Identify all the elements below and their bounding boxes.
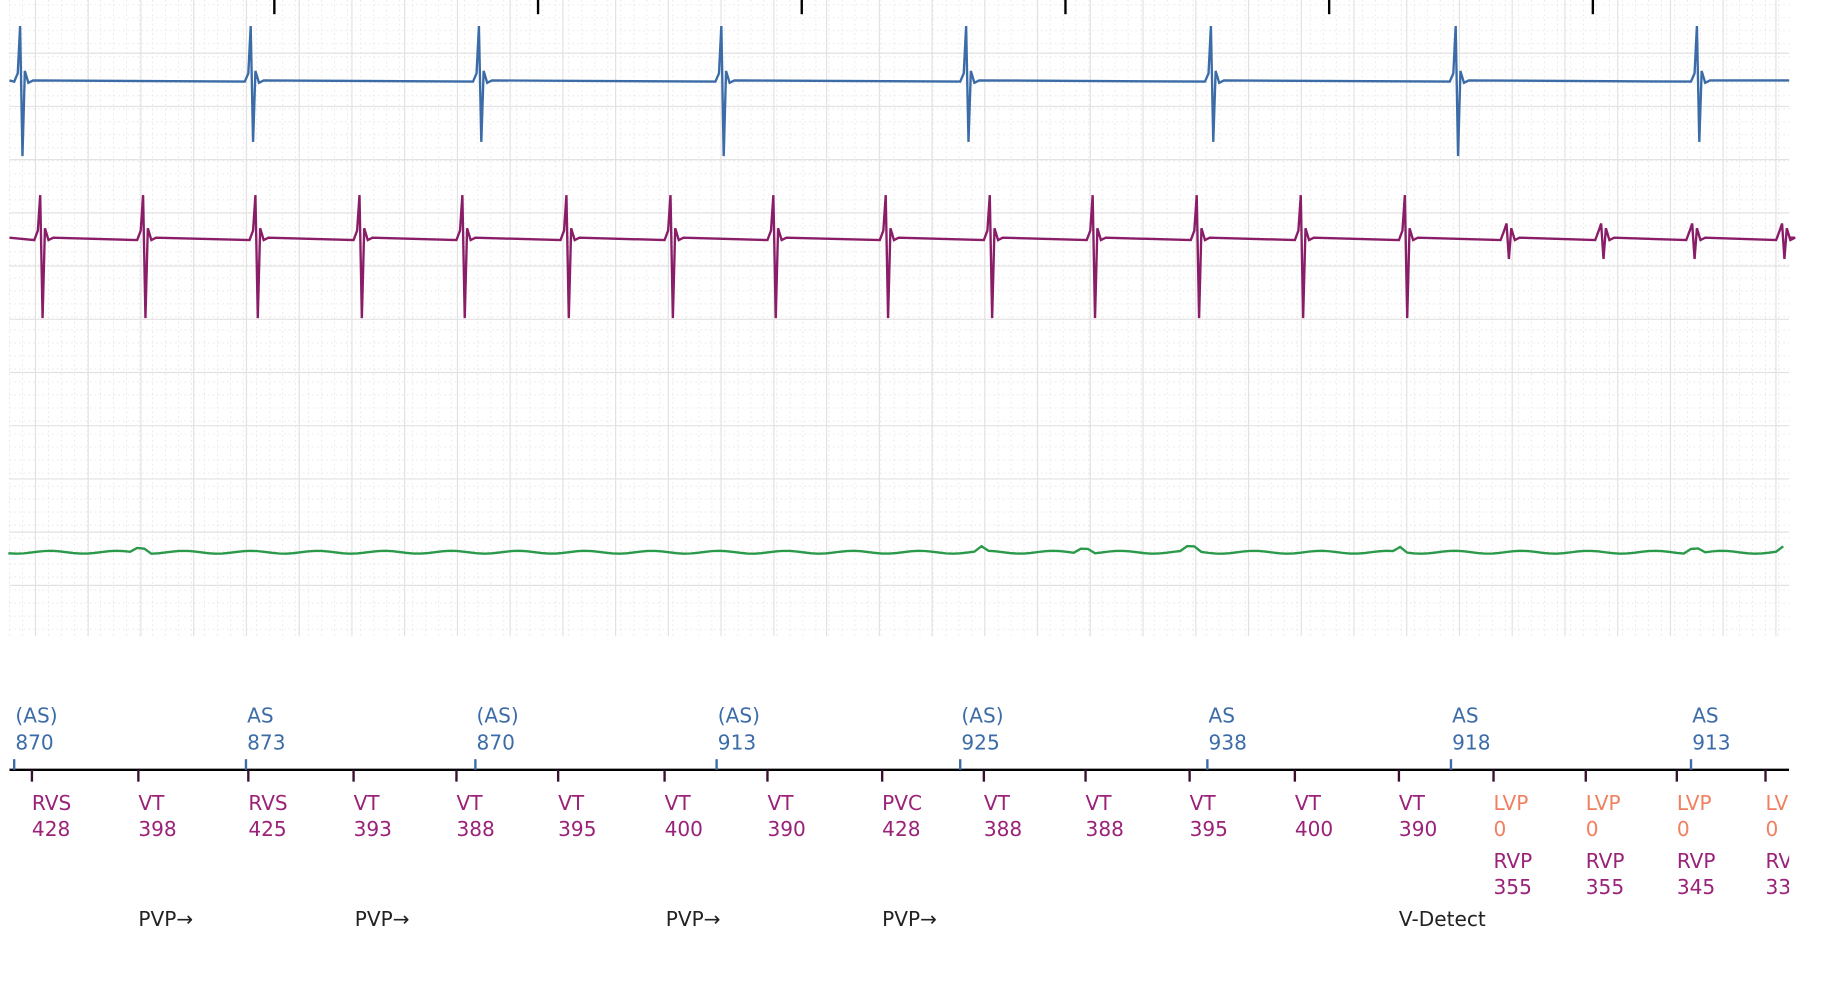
ventricular-interval: 425 xyxy=(248,817,286,841)
atrial-interval: 870 xyxy=(477,731,515,755)
ventricular-interval: 398 xyxy=(138,817,176,841)
ventricular-label: RVS xyxy=(248,791,287,815)
grid xyxy=(9,0,1790,637)
atrial-interval: 913 xyxy=(1692,731,1730,755)
annotation: PVP→ xyxy=(882,907,937,931)
annotation: PVP→ xyxy=(138,907,193,931)
marker-channel: (AS) 870 AS 873 (AS) 870 (AS) 913 (AS) 925 AS 938 AS… xyxy=(9,704,1805,931)
ventricular-interval: 428 xyxy=(882,817,920,841)
ventricular-interval: 33 xyxy=(1766,875,1792,899)
ventricular-interval: 390 xyxy=(1399,817,1437,841)
ventricular-interval: 388 xyxy=(984,817,1022,841)
atrial-interval: 938 xyxy=(1209,731,1247,755)
ventricular-interval: 393 xyxy=(354,817,392,841)
ventricular-interval: 390 xyxy=(767,817,805,841)
ventricular-interval: 428 xyxy=(32,817,70,841)
ventricular-label: VT xyxy=(984,791,1011,815)
ventricular-label: LVP xyxy=(1766,791,1801,815)
annotation: V-Detect xyxy=(1399,907,1486,931)
atrial-label: (AS) xyxy=(477,704,519,728)
ventricular-label: RVP xyxy=(1494,849,1533,873)
atrial-label: AS xyxy=(247,704,274,728)
ventricular-interval: 0 xyxy=(1586,817,1599,841)
ventricular-label: VT xyxy=(138,791,165,815)
ventricular-label: VT xyxy=(354,791,381,815)
ventricular-label: LVP xyxy=(1677,791,1712,815)
ventricular-label: VT xyxy=(1399,791,1426,815)
ventricular-interval: 355 xyxy=(1494,875,1532,899)
ventricular-label: VT xyxy=(1190,791,1217,815)
ventricular-interval: 388 xyxy=(456,817,494,841)
ventricular-label: VT xyxy=(665,791,692,815)
atrial-interval: 913 xyxy=(718,731,756,755)
atrial-interval: 918 xyxy=(1452,731,1490,755)
ventricular-interval: 0 xyxy=(1766,817,1779,841)
ventricular-label: VT xyxy=(456,791,483,815)
atrial-label: (AS) xyxy=(718,704,760,728)
ventricular-label: VT xyxy=(558,791,585,815)
ventricular-interval: 395 xyxy=(1190,817,1228,841)
ventricular-interval: 400 xyxy=(665,817,703,841)
atrial-interval: 873 xyxy=(247,731,285,755)
ventricular-interval: 355 xyxy=(1586,875,1624,899)
atrial-interval: 870 xyxy=(15,731,53,755)
annotation: PVP→ xyxy=(355,907,410,931)
ventricular-interval: 388 xyxy=(1086,817,1124,841)
ventricular-label: PVC xyxy=(882,791,922,815)
atrial-label: AS xyxy=(1452,704,1479,728)
ventricular-interval: 0 xyxy=(1677,817,1690,841)
surface-ecg xyxy=(8,544,1784,555)
ventricular-label: RVS xyxy=(32,791,71,815)
ventricular-interval: 400 xyxy=(1295,817,1333,841)
atrial-egm xyxy=(9,25,1790,157)
ventricular-label: VT xyxy=(1295,791,1322,815)
atrial-label: (AS) xyxy=(961,704,1003,728)
traces xyxy=(8,25,1796,555)
annotation: PVP→ xyxy=(666,907,721,931)
ventricular-label: RVP xyxy=(1766,849,1805,873)
atrial-label: AS xyxy=(1692,704,1719,728)
ventricular-interval: 395 xyxy=(558,817,596,841)
atrial-label: AS xyxy=(1209,704,1236,728)
ventricular-interval: 0 xyxy=(1494,817,1507,841)
atrial-label: (AS) xyxy=(15,704,57,728)
atrial-interval: 925 xyxy=(961,731,999,755)
ventricular-label: RVP xyxy=(1677,849,1716,873)
ventricular-egm xyxy=(9,195,1796,319)
ventricular-label: RVP xyxy=(1586,849,1625,873)
ventricular-label: LVP xyxy=(1494,791,1529,815)
ventricular-label: VT xyxy=(767,791,794,815)
ventricular-label: LVP xyxy=(1586,791,1621,815)
ventricular-label: VT xyxy=(1086,791,1113,815)
ventricular-interval: 345 xyxy=(1677,875,1715,899)
